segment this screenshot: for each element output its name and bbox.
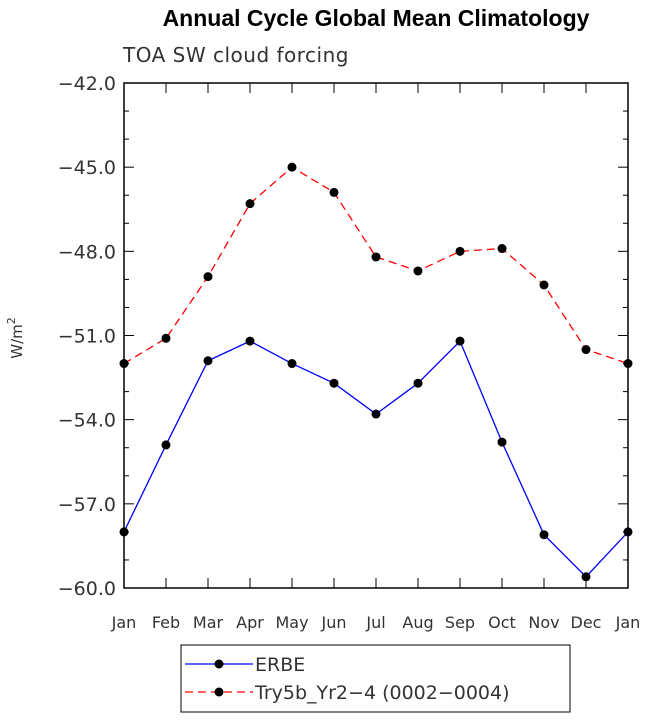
y-tick-label: −42.0 xyxy=(58,73,116,95)
y-axis-label-superscript: 2 xyxy=(5,317,18,324)
x-tick-label: Apr xyxy=(236,613,264,632)
series-line-1 xyxy=(123,166,629,365)
y-tick-label: −57.0 xyxy=(58,494,116,516)
x-tick-label: Sep xyxy=(445,613,475,632)
data-point-s1-5 xyxy=(329,187,339,197)
tick-marks xyxy=(123,82,629,589)
x-tick-label: Oct xyxy=(488,613,516,632)
series-line-0 xyxy=(123,339,629,578)
data-point-s0-1 xyxy=(161,440,171,450)
data-point-s0-6 xyxy=(371,409,381,419)
data-point-s0-10 xyxy=(539,530,549,540)
data-point-s1-7 xyxy=(413,266,423,276)
legend-label-try5b: Try5b_Yr2−4 (0002−0004) xyxy=(254,682,510,704)
data-point-s1-11 xyxy=(581,345,591,355)
data-point-s1-1 xyxy=(161,333,171,343)
data-point-s1-3 xyxy=(245,199,255,209)
y-axis-label: W/m2 xyxy=(5,317,26,359)
y-tick-label: −51.0 xyxy=(58,326,116,348)
x-tick-label: Mar xyxy=(193,613,224,632)
data-point-s0-11 xyxy=(581,572,591,582)
legend: ERBE Try5b_Yr2−4 (0002−0004) xyxy=(180,644,571,713)
data-point-s1-4 xyxy=(287,162,297,172)
data-point-s0-9 xyxy=(497,437,507,447)
x-tick-label: Jun xyxy=(321,613,347,632)
legend-marker-try5b xyxy=(214,687,224,697)
x-tick-label: Dec xyxy=(571,613,602,632)
x-tick-label: Nov xyxy=(528,613,559,632)
svg-text:W/m2: W/m2 xyxy=(5,317,26,359)
x-tick-label: Aug xyxy=(402,613,433,632)
data-point-s1-8 xyxy=(455,246,465,256)
x-tick-label: Jan xyxy=(615,613,641,632)
y-tick-label: −45.0 xyxy=(58,157,116,179)
chart-subtitle: TOA SW cloud forcing xyxy=(122,43,349,67)
x-tick-label: Jul xyxy=(365,613,385,632)
legend-marker-erbe xyxy=(214,659,224,669)
data-series xyxy=(119,162,633,582)
y-axis-label-text: W/m xyxy=(8,324,26,359)
legend-label-erbe: ERBE xyxy=(255,654,305,676)
x-tick-labels: Jan Feb Mar Apr May Jun Jul Aug Sep Oct Nov Dec Jan xyxy=(111,613,641,632)
y-tick-labels: −42.0 −45.0 −48.0 −51.0 −54.0 −57.0 −60.0 xyxy=(58,73,116,600)
data-point-s1-2 xyxy=(203,272,213,282)
data-point-s1-10 xyxy=(539,280,549,290)
data-point-s0-7 xyxy=(413,378,423,388)
plot-frame xyxy=(123,82,629,589)
data-point-s0-8 xyxy=(455,336,465,346)
x-tick-label: Feb xyxy=(152,613,180,632)
y-tick-label: −60.0 xyxy=(58,578,116,600)
data-point-s1-6 xyxy=(371,252,381,262)
y-tick-label: −48.0 xyxy=(58,241,116,263)
x-tick-label: May xyxy=(275,613,308,632)
legend-box xyxy=(180,644,571,713)
data-point-s0-2 xyxy=(203,356,213,366)
data-point-s1-9 xyxy=(497,244,507,254)
y-tick-label: −54.0 xyxy=(58,410,116,432)
x-tick-label: Jan xyxy=(111,613,137,632)
data-point-s0-4 xyxy=(287,359,297,369)
data-point-s0-5 xyxy=(329,378,339,388)
chart-title: Annual Cycle Global Mean Climatology xyxy=(163,5,590,31)
data-point-s0-3 xyxy=(245,336,255,346)
